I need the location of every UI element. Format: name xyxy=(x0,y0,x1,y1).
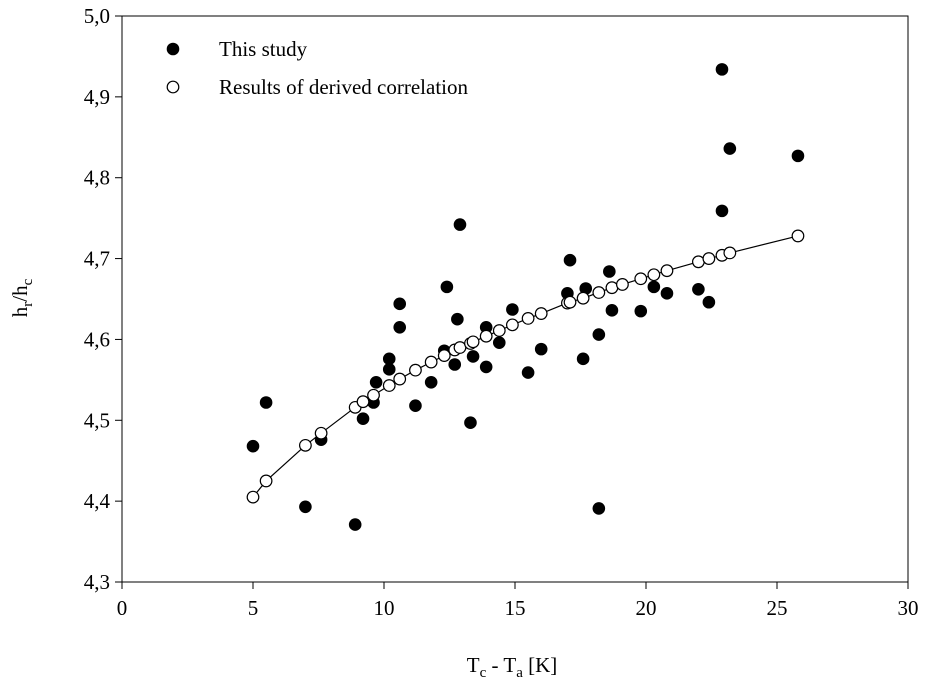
plot-area xyxy=(121,15,909,583)
data-point-this-study xyxy=(605,304,619,317)
data-point-correlation xyxy=(791,229,805,243)
data-point-this-study xyxy=(576,352,590,366)
legend-marker-correlation xyxy=(166,80,180,94)
data-point-this-study xyxy=(723,142,737,155)
data-point-this-study xyxy=(409,399,422,413)
data-point-this-study xyxy=(348,518,362,531)
data-point-correlation xyxy=(479,329,493,343)
data-point-this-study xyxy=(647,280,661,294)
data-point-correlation xyxy=(634,272,648,286)
data-point-correlation xyxy=(563,295,577,309)
data-point-correlation xyxy=(647,268,661,282)
data-point-this-study xyxy=(464,416,477,430)
data-point-this-study xyxy=(592,502,606,515)
data-point-this-study xyxy=(563,253,577,267)
data-point-correlation xyxy=(505,318,519,332)
data-point-correlation xyxy=(437,349,451,363)
y-tick-label: 4,4 xyxy=(84,489,111,513)
data-point-this-study xyxy=(715,63,729,76)
legend: This study Results of derived correlation xyxy=(166,37,469,99)
data-point-this-study xyxy=(259,396,273,409)
data-point-correlation xyxy=(314,426,328,440)
data-point-this-study xyxy=(382,352,396,366)
data-series xyxy=(246,63,805,531)
x-tick-label: 0 xyxy=(117,596,128,620)
data-point-this-study xyxy=(246,439,260,453)
y-tick-label: 4,6 xyxy=(84,327,110,351)
data-point-correlation xyxy=(534,307,548,320)
data-point-this-study xyxy=(369,375,383,389)
y-tick-label: 4,8 xyxy=(84,166,110,190)
data-point-this-study xyxy=(702,295,716,309)
axis-ticks: 0 5 10 15 20 25 30 4,3 4,4 4,5 4,6 4,7 4,8 4,9 5,0 xyxy=(84,4,919,620)
data-point-correlation xyxy=(692,255,705,269)
data-point-correlation xyxy=(592,286,606,299)
x-tick-label: 25 xyxy=(767,596,788,620)
x-tick-label: 5 xyxy=(248,596,259,620)
data-point-this-study xyxy=(534,342,548,356)
x-tick-label: 10 xyxy=(374,596,395,620)
data-point-correlation xyxy=(382,379,396,392)
data-point-correlation xyxy=(576,291,590,305)
data-point-this-study xyxy=(692,282,705,296)
y-tick-label: 5,0 xyxy=(84,4,110,28)
data-point-this-study xyxy=(660,287,674,300)
data-point-correlation xyxy=(702,252,716,265)
y-tick-label: 4,5 xyxy=(84,408,110,432)
legend-label-this-study: This study xyxy=(219,37,308,61)
data-point-correlation xyxy=(492,324,506,337)
x-axis-label: Tc - Ta [K] xyxy=(467,653,558,681)
data-point-correlation xyxy=(521,312,535,325)
data-point-this-study xyxy=(393,321,407,334)
data-point-this-study xyxy=(393,297,407,311)
data-point-correlation xyxy=(660,264,674,278)
x-tick-label: 30 xyxy=(898,596,919,620)
x-tick-label: 15 xyxy=(505,596,526,620)
data-point-this-study xyxy=(791,149,805,163)
data-point-correlation xyxy=(299,438,312,452)
data-point-this-study xyxy=(592,328,606,341)
data-point-this-study xyxy=(603,265,616,278)
data-point-this-study xyxy=(492,336,506,349)
data-point-correlation xyxy=(367,388,380,402)
data-point-correlation xyxy=(466,335,480,349)
data-point-this-study xyxy=(715,204,729,218)
y-tick-label: 4,3 xyxy=(84,570,110,594)
data-point-this-study xyxy=(424,375,438,389)
data-point-this-study xyxy=(299,500,312,514)
data-point-correlation xyxy=(259,474,273,488)
y-tick-label: 4,7 xyxy=(84,247,110,271)
y-axis-label: hr/hc xyxy=(8,278,36,317)
data-point-correlation xyxy=(605,281,619,295)
data-point-this-study xyxy=(521,366,535,379)
correlation-line xyxy=(252,235,799,498)
data-point-correlation xyxy=(723,246,737,260)
data-point-this-study xyxy=(440,280,454,294)
data-point-this-study xyxy=(634,304,648,318)
x-tick-label: 20 xyxy=(636,596,657,620)
plot-frame xyxy=(121,15,909,583)
y-tick-label: 4,9 xyxy=(84,85,110,109)
data-point-this-study xyxy=(382,363,396,376)
data-point-correlation xyxy=(616,278,629,291)
data-point-this-study xyxy=(451,312,464,326)
legend-label-correlation: Results of derived correlation xyxy=(219,75,469,99)
data-point-correlation xyxy=(393,372,407,386)
data-point-this-study xyxy=(448,358,462,371)
data-point-this-study xyxy=(506,303,519,316)
legend-marker-this-study xyxy=(166,42,180,56)
data-point-this-study xyxy=(453,218,467,231)
data-point-correlation xyxy=(453,341,467,354)
data-point-correlation xyxy=(409,363,422,377)
data-point-correlation xyxy=(424,355,438,369)
data-point-correlation xyxy=(246,490,260,504)
data-point-this-study xyxy=(466,350,480,363)
data-point-this-study xyxy=(479,360,493,374)
data-point-this-study xyxy=(356,412,370,425)
data-point-correlation xyxy=(356,395,370,409)
